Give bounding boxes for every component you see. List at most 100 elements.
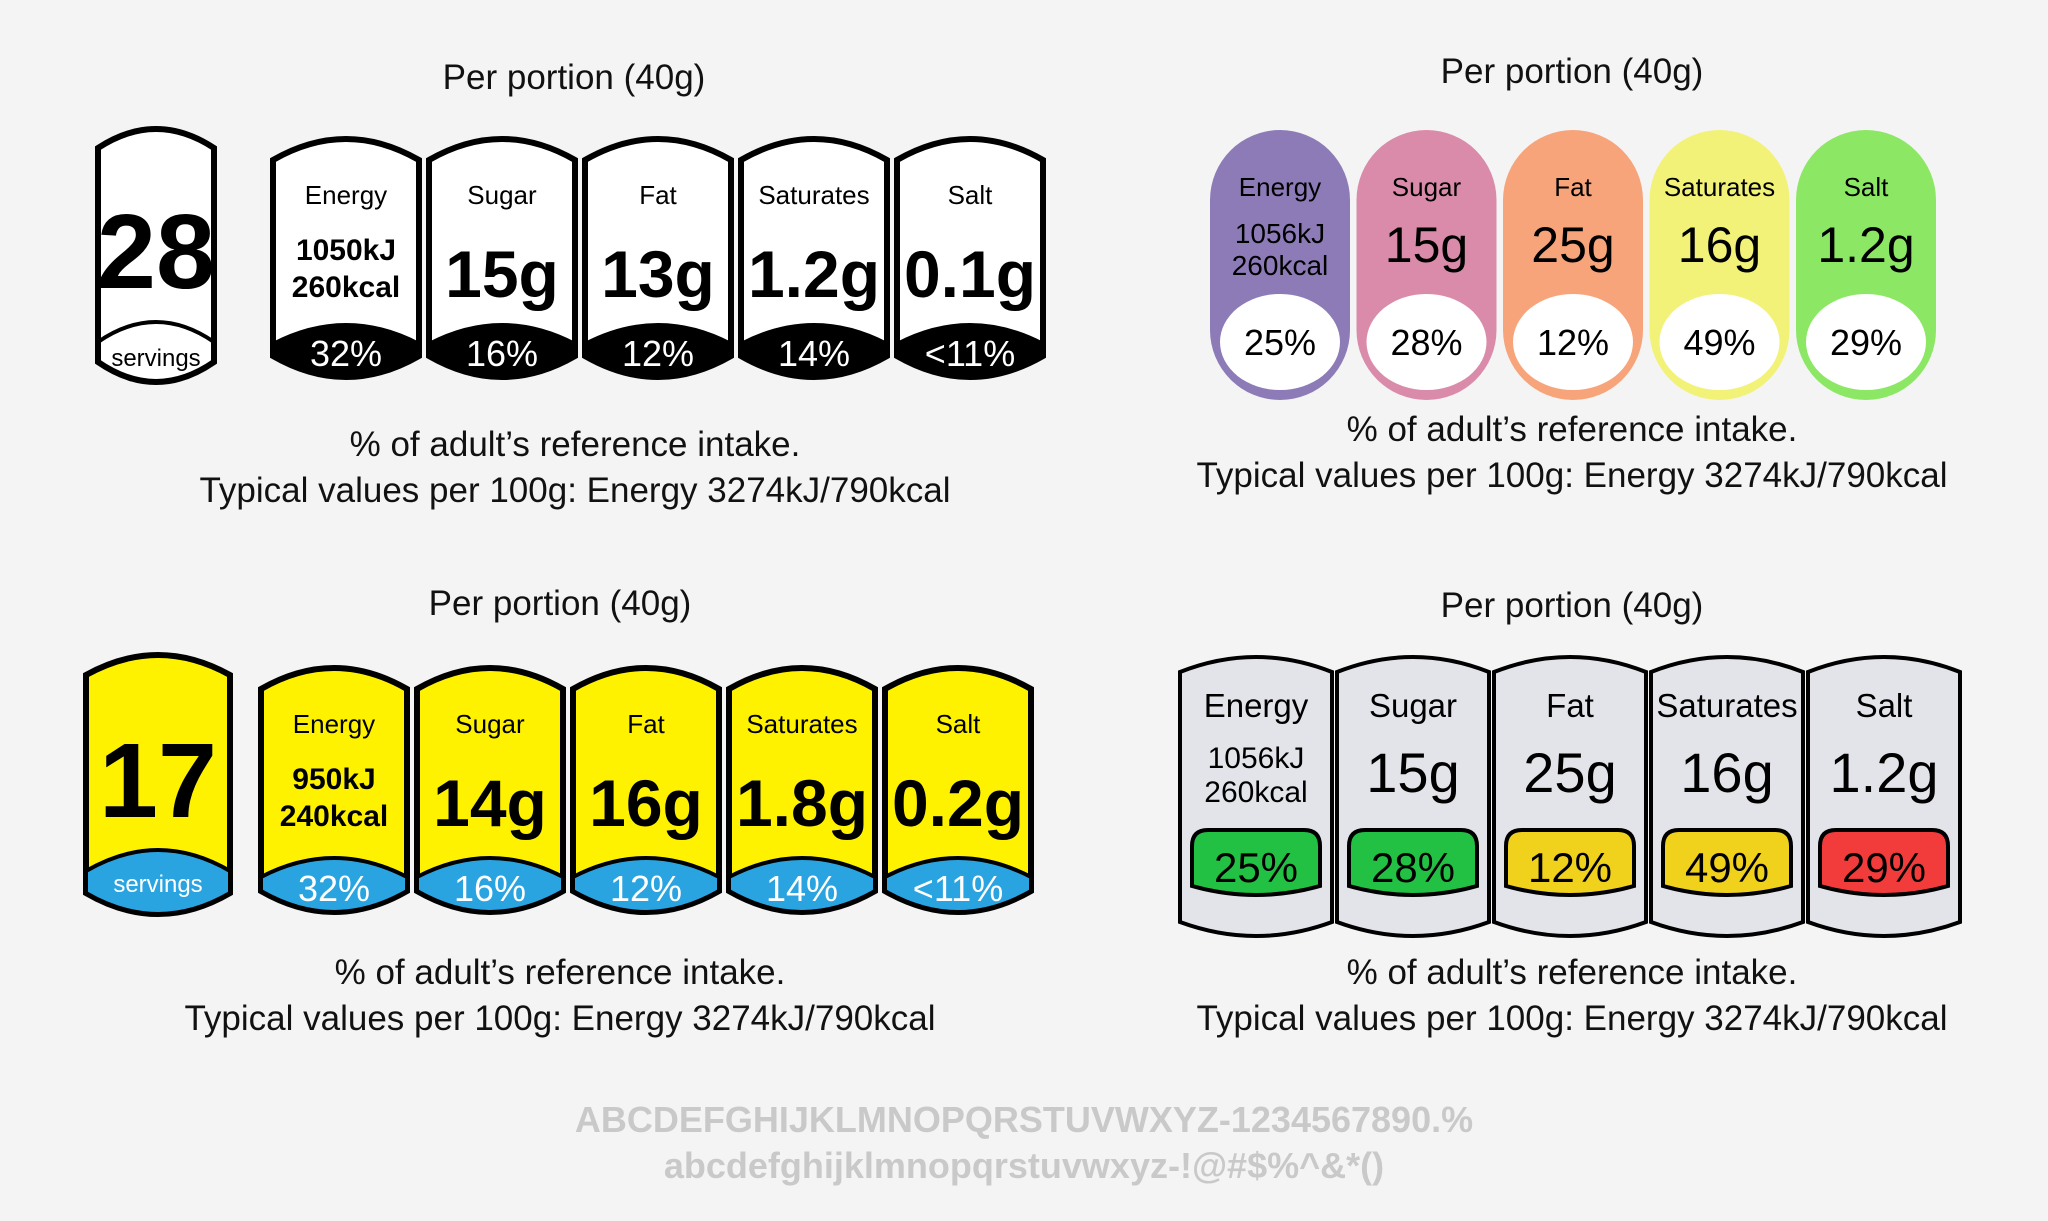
- pastel-nutrient-name: Fat: [1554, 172, 1592, 202]
- mono-nutrient-value: 1.2g: [748, 237, 880, 311]
- pastel-percent: 49%: [1683, 322, 1755, 363]
- pastel-footnote: % of adult’s reference intake. Typical v…: [1122, 407, 2022, 499]
- traffic-footnote-line1: % of adult’s reference intake.: [1346, 953, 1798, 992]
- mono-nutrient-name: Sugar: [467, 180, 537, 210]
- mono-footnote-line2: Typical values per 100g: Energy 3274kJ/7…: [199, 471, 951, 510]
- mono-nutrient-value: 0.1g: [904, 237, 1036, 311]
- mono-cell-saturates: Saturates 1.2g 14%: [738, 136, 890, 380]
- traffic-cell-saturates: Saturates 16g 49%: [1649, 655, 1805, 938]
- yellow-servings-count: 17: [99, 722, 217, 840]
- pastel-footnote-line1: % of adult’s reference intake.: [1346, 410, 1798, 449]
- pastel-energy-kcal: 260kcal: [1232, 250, 1329, 281]
- traffic-percent: 12%: [1528, 844, 1612, 891]
- pastel-nutrient-value: 25g: [1531, 217, 1614, 273]
- pastel-percent: 12%: [1537, 322, 1609, 363]
- traffic-footnote: % of adult’s reference intake. Typical v…: [1122, 950, 2022, 1042]
- pastel-energy-kj: 1056kJ: [1235, 218, 1325, 249]
- mono-cell-energy: Energy 1050kJ 260kcal 32%: [270, 136, 422, 380]
- traffic-nutrient-name: Sugar: [1369, 687, 1457, 724]
- mono-percent: 16%: [466, 333, 538, 374]
- mono-nutrient-name: Fat: [639, 180, 677, 210]
- pastel-nutrient-name: Salt: [1844, 172, 1890, 202]
- mono-servings-count: 28: [97, 193, 215, 311]
- yellow-nutrient-name: Sugar: [455, 709, 525, 739]
- mono-footnote-line1: % of adult’s reference intake.: [349, 425, 801, 464]
- traffic-percent: 29%: [1842, 844, 1926, 891]
- traffic-nutrient-value: 1.2g: [1830, 741, 1939, 804]
- yellow-label: 17 servings Energy 950kJ 240kcal 32% Sugar 14…: [83, 652, 1034, 917]
- yellow-nutrient-value: 16g: [589, 766, 703, 840]
- yellow-cell-energy: Energy 950kJ 240kcal 32%: [258, 665, 410, 915]
- traffic-nutrient-name: Energy: [1204, 687, 1309, 724]
- yellow-nutrient-value: 0.2g: [892, 766, 1024, 840]
- traffic-footnote-line2: Typical values per 100g: Energy 3274kJ/7…: [1196, 999, 1948, 1038]
- yellow-cell-sugar: Sugar 14g 16%: [414, 665, 566, 915]
- traffic-cell-salt: Salt 1.2g 29%: [1806, 655, 1962, 938]
- pastel-nutrient-name: Energy: [1239, 172, 1321, 202]
- yellow-servings-label: servings: [113, 871, 202, 898]
- traffic-percent: 25%: [1214, 844, 1298, 891]
- mono-nutrient-name: Energy: [305, 180, 387, 210]
- mono-cell-fat: Fat 13g 12%: [582, 136, 734, 380]
- pastel-cell-sugar: Sugar 15g 28%: [1356, 130, 1497, 400]
- yellow-energy-kcal: 240kcal: [280, 800, 388, 833]
- mono-nutrient-value: 13g: [601, 237, 715, 311]
- yellow-nutrient-name: Fat: [627, 709, 665, 739]
- pastel-nutrient-name: Sugar: [1392, 172, 1462, 202]
- yellow-footnote-line1: % of adult’s reference intake.: [334, 953, 786, 992]
- mono-nutrient-value: 15g: [445, 237, 559, 311]
- traffic-nutrient-name: Salt: [1856, 687, 1913, 724]
- yellow-footnote-line2: Typical values per 100g: Energy 3274kJ/7…: [184, 999, 936, 1038]
- font-sample-uppercase: ABCDEFGHIJKLMNOPQRSTUVWXYZ-1234567890.%: [574, 1099, 1474, 1140]
- yellow-footnote: % of adult’s reference intake. Typical v…: [110, 950, 1010, 1042]
- pastel-cell-salt: Salt 1.2g 29%: [1796, 130, 1936, 400]
- pastel-percent: 28%: [1390, 322, 1462, 363]
- mono-cell-salt: Salt 0.1g <11%: [894, 136, 1046, 380]
- traffic-percent: 49%: [1685, 844, 1769, 891]
- yellow-nutrient-name: Energy: [293, 709, 375, 739]
- yellow-title: Per portion (40g): [428, 584, 692, 623]
- mono-percent: 14%: [778, 333, 850, 374]
- font-sample-lowercase: abcdefghijklmnopqrstuvwxyz-!@#$%^&*(): [663, 1145, 1385, 1186]
- pastel-cell-fat: Fat 25g 12%: [1503, 130, 1643, 400]
- yellow-percent: 12%: [610, 868, 682, 909]
- yellow-nutrient-value: 14g: [433, 766, 547, 840]
- yellow-nutrient-value: 1.8g: [736, 766, 868, 840]
- mono-servings-label: servings: [111, 345, 200, 372]
- mono-cell-sugar: Sugar 15g 16%: [426, 136, 578, 380]
- yellow-percent: 14%: [766, 868, 838, 909]
- pastel-nutrient-value: 15g: [1385, 217, 1468, 273]
- pastel-nutrient-value: 16g: [1678, 217, 1761, 273]
- pastel-cell-saturates: Saturates 16g 49%: [1649, 130, 1790, 400]
- yellow-percent: 16%: [454, 868, 526, 909]
- pastel-nutrient-name: Saturates: [1664, 172, 1775, 202]
- pastel-percent: 29%: [1830, 322, 1902, 363]
- yellow-cell-saturates: Saturates 1.8g 14%: [726, 665, 878, 915]
- yellow-percent: 32%: [298, 868, 370, 909]
- mono-nutrient-name: Salt: [948, 180, 994, 210]
- yellow-cell-salt: Salt 0.2g <11%: [882, 665, 1034, 915]
- pastel-title: Per portion (40g): [1440, 52, 1704, 91]
- yellow-nutrient-name: Salt: [936, 709, 982, 739]
- traffic-nutrient-name: Saturates: [1656, 687, 1797, 724]
- traffic-cell-sugar: Sugar 15g 28%: [1335, 655, 1491, 938]
- traffic-nutrient-value: 16g: [1680, 741, 1773, 804]
- mono-footnote: % of adult’s reference intake. Typical v…: [125, 422, 1025, 514]
- pastel-nutrient-value: 1.2g: [1817, 217, 1914, 273]
- traffic-nutrient-value: 15g: [1366, 741, 1459, 804]
- traffic-energy-kj: 1056kJ: [1208, 742, 1305, 775]
- mono-percent: 32%: [310, 333, 382, 374]
- yellow-cell-fat: Fat 16g 12%: [570, 665, 722, 915]
- mono-title: Per portion (40g): [442, 58, 706, 97]
- mono-energy-kj: 1050kJ: [296, 234, 396, 267]
- mono-energy-kcal: 260kcal: [292, 271, 400, 304]
- traffic-cell-fat: Fat 25g 12%: [1492, 655, 1648, 938]
- traffic-title: Per portion (40g): [1440, 586, 1704, 625]
- mono-nutrient-name: Saturates: [758, 180, 869, 210]
- yellow-servings-cell: 17 servings: [83, 652, 233, 917]
- pastel-percent: 25%: [1244, 322, 1316, 363]
- traffic-nutrient-name: Fat: [1546, 687, 1594, 724]
